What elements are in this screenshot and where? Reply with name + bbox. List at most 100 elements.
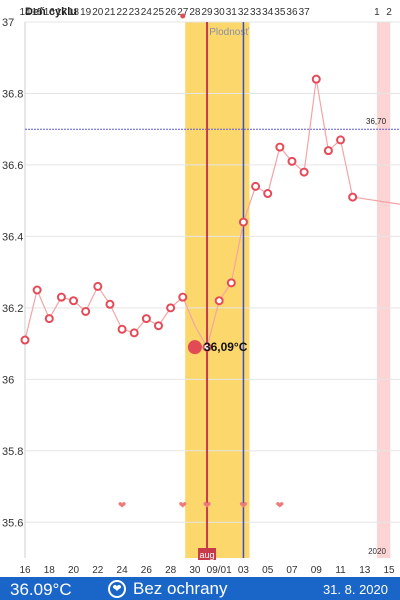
x-tick-label: 16 [19,565,31,576]
cycle-day-marker [180,13,186,19]
threshold-label: 36,70 [366,117,387,126]
cycle-day-label: 28 [189,7,201,18]
temperature-point [238,217,248,227]
y-tick-label: 37 [2,17,14,29]
temperature-point [105,299,115,309]
menstruation-band [376,22,391,558]
y-tick-label: 35.8 [2,446,23,458]
cycle-day-label: 22 [117,7,129,18]
cycle-day-label: 32 [238,7,250,18]
temperature-point [93,281,103,291]
cycle-day-label: 2 [386,7,392,18]
cycle-day-label: 16 [44,7,56,18]
x-tick-label: 09/01 [207,565,232,576]
temperature-point [275,142,285,152]
cycle-day-label: 24 [141,7,153,18]
heart-marker-icon: ❤ [179,500,187,511]
selected-point [187,340,202,355]
temperature-line-tail [352,196,400,205]
temperature-point [263,189,273,199]
protection-label: Bez ochrany [133,579,228,598]
y-tick-label: 36.2 [2,303,23,315]
temperature-point [323,146,333,156]
cycle-day-header [0,0,400,22]
temperature-point [153,321,163,331]
cycle-day-label: 25 [153,7,165,18]
x-tick-label: 09 [311,565,323,576]
temperature-point [56,292,66,302]
cycle-day-label: 31 [226,7,238,18]
temperature-point [44,314,54,324]
temperature-point [117,324,127,334]
cycle-day-label: 36 [286,7,298,18]
heart-marker-icon: ❤ [118,500,126,511]
cycle-day-label: 19 [80,7,92,18]
temperature-point [299,167,309,177]
temperature-point [202,342,212,352]
x-tick-label: 18 [44,565,56,576]
temperature-point [336,135,346,145]
cycle-day-label: 30 [214,7,226,18]
ovulation-tag-label: aug [200,550,215,560]
temperature-point [311,74,321,84]
protection-status[interactable]: ❤ Bez ochrany [108,579,228,599]
y-tick-label: 36.8 [2,88,23,100]
x-tick-label: 30 [189,565,201,576]
temperature-point [251,181,261,191]
fertile-window-label: Plodnosť [209,27,249,38]
cycle-day-label: 29 [201,7,213,18]
temperature-point [20,335,30,345]
temperature-point [69,296,79,306]
y-tick-label: 35.6 [2,517,23,529]
temperature-point [287,156,297,166]
cycle-day-label: 27 [177,7,189,18]
cycle-day-title: Deň cyklu [25,6,77,18]
x-tick-label: 15 [384,565,396,576]
x-tick-label: 03 [238,565,250,576]
cycle-day-label: 26 [165,7,177,18]
y-tick-label: 36.4 [2,231,23,243]
temperature-point [141,314,151,324]
x-tick-label: 24 [117,565,129,576]
temperature-point [81,306,91,316]
cycle-day-label: 17 [56,7,68,18]
x-tick-label: 05 [262,565,274,576]
ovulation-tag [198,548,217,560]
cycle-day-label: 1 [374,7,380,18]
x-tick-label: 13 [359,565,371,576]
cycle-day-label: 33 [250,7,262,18]
cycle-day-label: 15 [32,7,44,18]
cycle-day-label: 23 [129,7,141,18]
cycle-day-label: 21 [104,7,116,18]
temperature-point [32,285,42,295]
cycle-day-label: 34 [262,7,274,18]
heart-marker-icon: ❤ [276,500,284,511]
cycle-day-label: 37 [299,7,311,18]
temperature-point [129,328,139,338]
x-tick-label: 07 [286,565,298,576]
cycle-day-label: 20 [92,7,104,18]
x-tick-label: 20 [68,565,80,576]
cycle-day-label: 35 [274,7,286,18]
footer-temperature: 36.09°C [10,580,72,599]
temperature-point [226,278,236,288]
x-tick-label: 26 [141,565,153,576]
temperature-point [348,192,358,202]
temperature-point [178,292,188,302]
fertile-window-band [185,22,250,558]
footer-date: 31. 8. 2020 [322,582,388,597]
x-tick-label: 11 [335,565,346,576]
x-tick-label: 22 [92,565,104,576]
temperature-line [24,79,354,349]
temperature-point [166,303,176,313]
selected-point-label: 36,09°C [204,340,248,354]
x-tick-label: 28 [165,565,177,576]
y-tick-label: 36 [2,374,14,386]
temperature-point [214,296,224,306]
heart-icon: ❤ [108,580,126,598]
heart-marker-icon: ❤ [239,500,247,511]
heart-marker-icon: ❤ [203,500,211,511]
cycle-day-label: 14 [19,7,31,18]
y-tick-label: 36.6 [2,160,23,172]
